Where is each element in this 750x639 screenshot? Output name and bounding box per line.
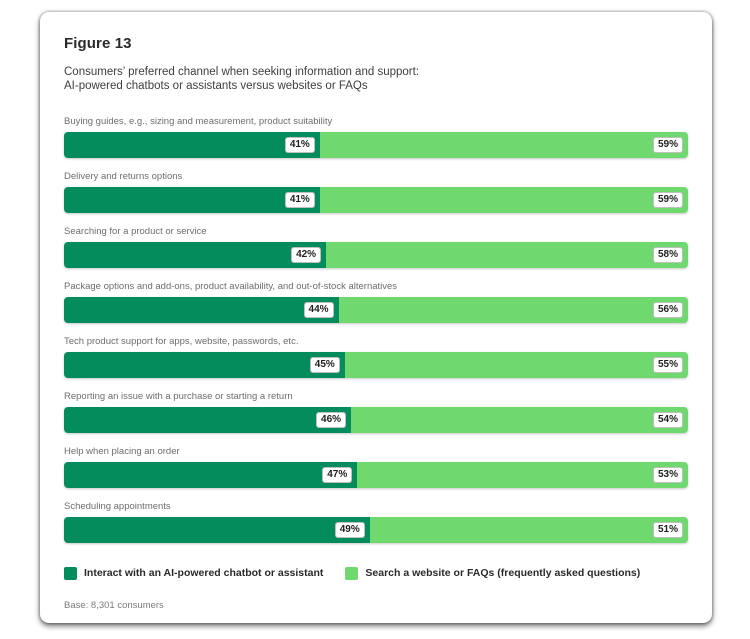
website-segment: 53%	[357, 462, 688, 488]
bar-row: Delivery and returns options 41% 59%	[64, 171, 688, 213]
figure-title: Figure 13	[64, 35, 132, 52]
website-value-badge: 56%	[652, 302, 683, 318]
base-note: Base: 8,301 consumers	[64, 600, 164, 611]
chatbot-segment: 46%	[64, 407, 352, 433]
website-segment: 55%	[344, 352, 688, 378]
chatbot-segment: 41%	[64, 187, 320, 213]
legend: Interact with an AI-powered chatbot or a…	[64, 566, 688, 580]
website-value-badge: 59%	[652, 137, 683, 153]
chatbot-value-badge: 41%	[284, 192, 315, 208]
chatbot-value-badge: 46%	[316, 412, 347, 428]
bar-row: Searching for a product or service 42% 5…	[64, 226, 688, 268]
category-label: Help when placing an order	[64, 446, 180, 457]
subtitle-line-2: AI-powered chatbots or assistants versus…	[64, 79, 368, 92]
website-segment: 51%	[369, 517, 688, 543]
chatbot-value-badge: 47%	[322, 467, 353, 483]
website-value-badge: 59%	[652, 192, 683, 208]
bar-row: Scheduling appointments 49% 51%	[64, 501, 688, 543]
legend-label: Interact with an AI-powered chatbot or a…	[84, 567, 324, 579]
chatbot-value-badge: 44%	[303, 302, 334, 318]
bar-row: Reporting an issue with a purchase or st…	[64, 391, 688, 433]
legend-item: Interact with an AI-powered chatbot or a…	[64, 566, 323, 580]
website-segment: 59%	[319, 187, 688, 213]
chatbot-segment: 47%	[64, 462, 358, 488]
website-value-badge: 53%	[652, 467, 683, 483]
category-label: Package options and add-ons, product ava…	[64, 281, 398, 292]
subtitle-line-1: Consumers’ preferred channel when seekin…	[64, 66, 419, 78]
stacked-bar: 44% 56%	[64, 297, 688, 323]
category-label: Tech product support for apps, website, …	[64, 336, 299, 347]
website-segment: 58%	[326, 242, 688, 268]
stacked-bar: 41% 59%	[64, 132, 688, 158]
legend-swatch-chatbot-icon	[64, 566, 77, 580]
chatbot-segment: 45%	[64, 352, 345, 378]
bar-row: Package options and add-ons, product ava…	[64, 281, 688, 323]
chatbot-segment: 44%	[64, 297, 339, 323]
stacked-bar: 47% 53%	[64, 462, 688, 488]
chatbot-segment: 49%	[64, 517, 370, 543]
legend-item: Search a website or FAQs (frequently ask…	[345, 566, 640, 580]
bar-row: Buying guides, e.g., sizing and measurem…	[64, 116, 688, 158]
website-value-badge: 54%	[652, 412, 683, 428]
website-value-badge: 55%	[652, 357, 683, 373]
stacked-bar: 46% 54%	[64, 407, 688, 433]
stacked-bar: 45% 55%	[64, 352, 688, 378]
bar-row: Help when placing an order 47% 53%	[64, 446, 688, 488]
chatbot-segment: 42%	[64, 242, 327, 268]
stacked-bar: 49% 51%	[64, 517, 688, 543]
category-label: Scheduling appointments	[64, 501, 171, 512]
chatbot-value-badge: 41%	[284, 137, 315, 153]
category-label: Delivery and returns options	[64, 171, 183, 182]
chatbot-value-badge: 49%	[334, 522, 365, 538]
website-value-badge: 58%	[652, 247, 683, 263]
category-label: Reporting an issue with a purchase or st…	[64, 391, 293, 402]
stacked-bar: 41% 59%	[64, 187, 688, 213]
category-label: Searching for a product or service	[64, 226, 207, 237]
stacked-bar: 42% 58%	[64, 242, 688, 268]
bar-chart: Buying guides, e.g., sizing and measurem…	[64, 116, 688, 543]
category-label: Buying guides, e.g., sizing and measurem…	[64, 116, 333, 127]
website-segment: 56%	[338, 297, 688, 323]
figure-subtitle: Consumers’ preferred channel when seekin…	[64, 66, 688, 93]
website-segment: 59%	[319, 132, 688, 158]
legend-swatch-website-icon	[345, 566, 359, 580]
chatbot-value-badge: 45%	[309, 357, 340, 373]
website-segment: 54%	[351, 407, 688, 433]
website-value-badge: 51%	[652, 522, 683, 538]
bar-row: Tech product support for apps, website, …	[64, 336, 688, 378]
chatbot-value-badge: 42%	[291, 247, 322, 263]
chatbot-segment: 41%	[64, 132, 320, 158]
legend-label: Search a website or FAQs (frequently ask…	[365, 567, 641, 579]
figure-card: Figure 13 Consumers’ preferred channel w…	[40, 12, 712, 623]
